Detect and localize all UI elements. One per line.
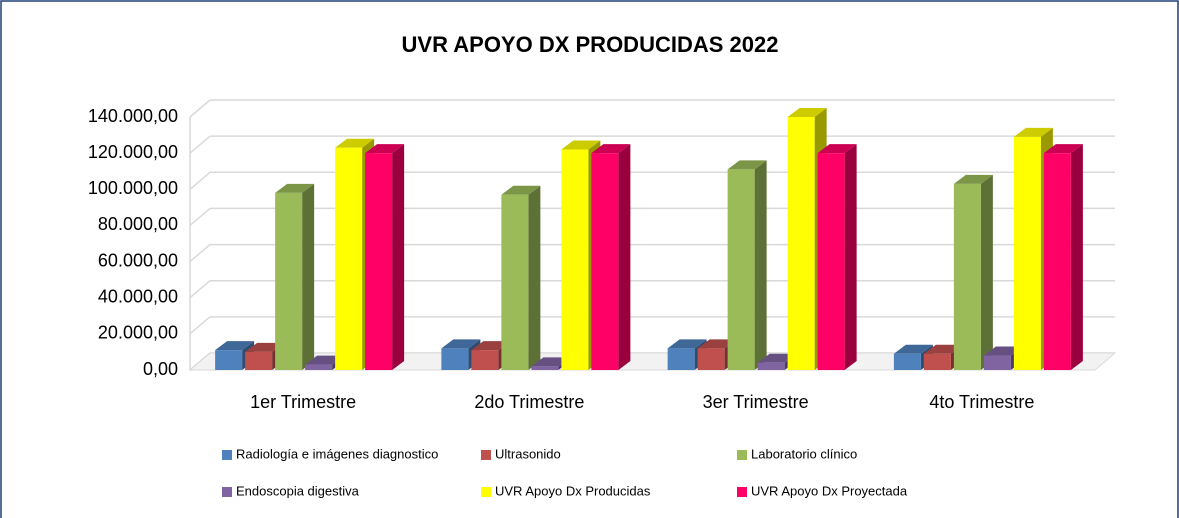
bar-top (953, 174, 993, 184)
bar-top (757, 353, 797, 363)
bar-top (1043, 144, 1083, 154)
legend-swatch (481, 487, 491, 497)
bar-side (618, 144, 631, 370)
bar-front (667, 348, 695, 370)
bar-top (335, 138, 375, 148)
bar-front (787, 117, 815, 370)
bar-top (501, 185, 541, 195)
bar-front (441, 348, 469, 370)
bar-side (302, 183, 315, 370)
y-tick-label: 140.000,00 (88, 106, 178, 126)
legend-swatch (737, 450, 747, 460)
grid-line-side (189, 135, 211, 154)
bar-top (1013, 127, 1053, 137)
bar-top (923, 344, 963, 354)
bar-front (953, 183, 981, 370)
bar-top (667, 339, 707, 349)
bar (727, 160, 767, 370)
y-tick-label: 60.000,00 (98, 250, 178, 270)
bar-top (245, 342, 285, 352)
grid-line-side (189, 280, 211, 299)
bar-side (392, 144, 405, 370)
bar-front (817, 153, 845, 370)
legend-swatch (222, 487, 232, 497)
bar-side (980, 174, 993, 370)
bar-top (441, 339, 481, 349)
legend-label: UVR Apoyo Dx Producidas (495, 483, 651, 498)
bar-front (245, 351, 273, 370)
bar-front (591, 153, 619, 370)
legend-swatch (222, 450, 232, 460)
bar (275, 183, 315, 370)
legend-label: Endoscopia digestiva (236, 483, 360, 498)
grid-line-side (189, 243, 211, 263)
legend-label: UVR Apoyo Dx Proyectada (751, 483, 908, 498)
bar-top (275, 183, 315, 193)
y-tick-label: 20.000,00 (98, 323, 178, 343)
bar-front (501, 194, 529, 370)
bar-top (817, 144, 857, 154)
bar-top (531, 357, 571, 367)
bar-front (697, 348, 725, 370)
bar-front (305, 364, 333, 370)
bar (817, 144, 857, 370)
legend-label: Ultrasonido (495, 446, 561, 461)
bar (365, 144, 405, 370)
bar-top (983, 346, 1023, 356)
bar (501, 185, 541, 370)
grid-line-side (189, 171, 211, 190)
x-tick-label: 2do Trimestre (474, 392, 584, 412)
y-tick-label: 0,00 (143, 359, 178, 379)
legend-label: Radiología e imágenes diagnostico (236, 446, 438, 461)
grid-line-side (189, 99, 211, 118)
bar-front (275, 192, 303, 370)
bar-front (365, 153, 393, 370)
bar-side (528, 185, 541, 370)
bar-top (787, 108, 827, 117)
bar-front (335, 147, 363, 370)
bar-front (1043, 153, 1071, 370)
bar-front (215, 350, 243, 370)
y-tick-label: 120.000,00 (88, 142, 178, 162)
bar-top (591, 144, 631, 154)
bar-side (754, 160, 767, 370)
grid-line-side (189, 316, 211, 335)
bar-top (561, 140, 601, 150)
x-tick-label: 1er Trimestre (250, 392, 356, 412)
bar-side (844, 144, 857, 370)
y-tick-label: 100.000,00 (88, 178, 178, 198)
bar-top (727, 160, 767, 170)
bar-front (893, 353, 921, 370)
bar-top (215, 341, 255, 351)
bar (591, 144, 631, 370)
grid-line-side (189, 207, 211, 227)
bar-front (757, 362, 785, 370)
y-tick-label: 80.000,00 (98, 214, 178, 234)
bar-front (983, 355, 1011, 370)
x-tick-label: 3er Trimestre (703, 392, 809, 412)
legend-swatch (737, 487, 747, 497)
bar-front (471, 350, 499, 370)
bar (953, 174, 993, 370)
chart-title: UVR APOYO DX PRODUCIDAS 2022 (402, 32, 779, 57)
bar-top (697, 339, 737, 349)
y-tick-label: 40.000,00 (98, 286, 178, 306)
legend-label: Laboratorio clínico (751, 446, 857, 461)
x-tick-label: 4to Trimestre (929, 392, 1034, 412)
bar-top (365, 144, 405, 154)
bar (1043, 144, 1083, 370)
bar-top (893, 344, 933, 354)
bar-side (1070, 144, 1083, 370)
bar-front (923, 353, 951, 370)
bar-front (727, 169, 755, 370)
bar-front (531, 366, 559, 370)
bar-front (561, 149, 589, 370)
bar-top (471, 341, 511, 351)
bar-front (1013, 136, 1041, 370)
bar-top (305, 355, 345, 365)
legend-swatch (481, 450, 491, 460)
